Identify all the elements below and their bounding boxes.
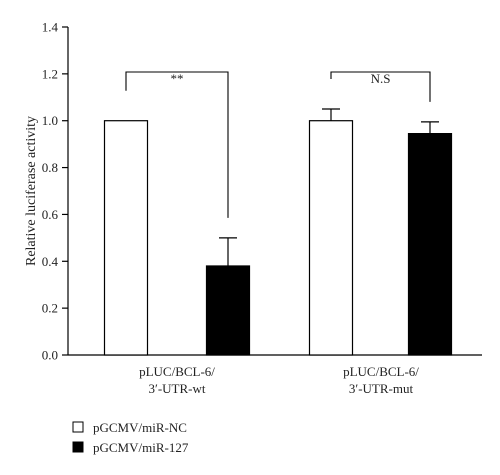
bar bbox=[308, 120, 354, 356]
y-tick-label: 1.4 bbox=[42, 20, 59, 35]
y-tick-label: 0.4 bbox=[42, 254, 59, 269]
y-tick-label: 1.2 bbox=[42, 66, 58, 81]
y-axis-label: Relative luciferase activity bbox=[24, 116, 39, 266]
bar bbox=[407, 133, 453, 356]
significance-label: ** bbox=[171, 71, 184, 86]
category-label: 3′-UTR-mut bbox=[349, 381, 414, 396]
significance-bracket bbox=[330, 71, 431, 102]
category-label: pLUC/BCL-6/ bbox=[343, 364, 419, 379]
y-tick-label: 0.6 bbox=[42, 207, 59, 222]
bar bbox=[103, 120, 149, 356]
significance-bracket bbox=[125, 71, 229, 218]
y-tick-label: 0.2 bbox=[42, 301, 58, 316]
category-labels: pLUC/BCL-6/3′-UTR-wt pLUC/BCL-6/3′-UTR-mu… bbox=[139, 364, 419, 396]
category-label: 3′-UTR-wt bbox=[148, 381, 205, 396]
legend-swatch bbox=[72, 441, 84, 453]
y-tick-label: 0.8 bbox=[42, 160, 58, 175]
y-tick-label: 0.0 bbox=[42, 348, 58, 363]
significance-label: N.S bbox=[371, 71, 391, 86]
legend-label: pGCMV/miR-127 bbox=[93, 440, 189, 455]
y-tick-label: 1.0 bbox=[42, 113, 58, 128]
legend-label: pGCMV/miR-NC bbox=[93, 420, 187, 435]
category-label: pLUC/BCL-6/ bbox=[139, 364, 215, 379]
legend: pGCMV/miR-NC pGCMV/miR-127 bbox=[72, 420, 189, 455]
bar bbox=[205, 265, 251, 356]
y-ticks: 0.0 0.2 0.4 0.6 0.8 1.0 1.2 1.4 bbox=[42, 20, 68, 363]
bars bbox=[103, 108, 453, 356]
significance-brackets: ** N.S bbox=[125, 71, 431, 218]
legend-swatch bbox=[72, 421, 84, 433]
